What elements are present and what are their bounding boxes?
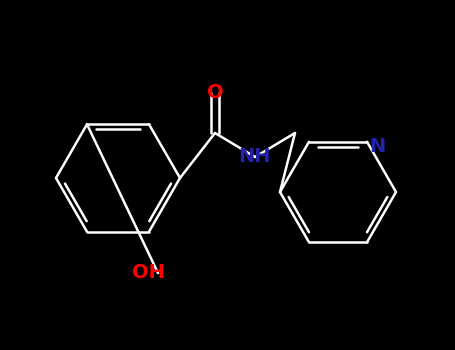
Text: O: O: [207, 84, 223, 103]
Text: NH: NH: [239, 147, 271, 167]
Text: N: N: [369, 137, 385, 156]
Text: OH: OH: [131, 264, 164, 282]
